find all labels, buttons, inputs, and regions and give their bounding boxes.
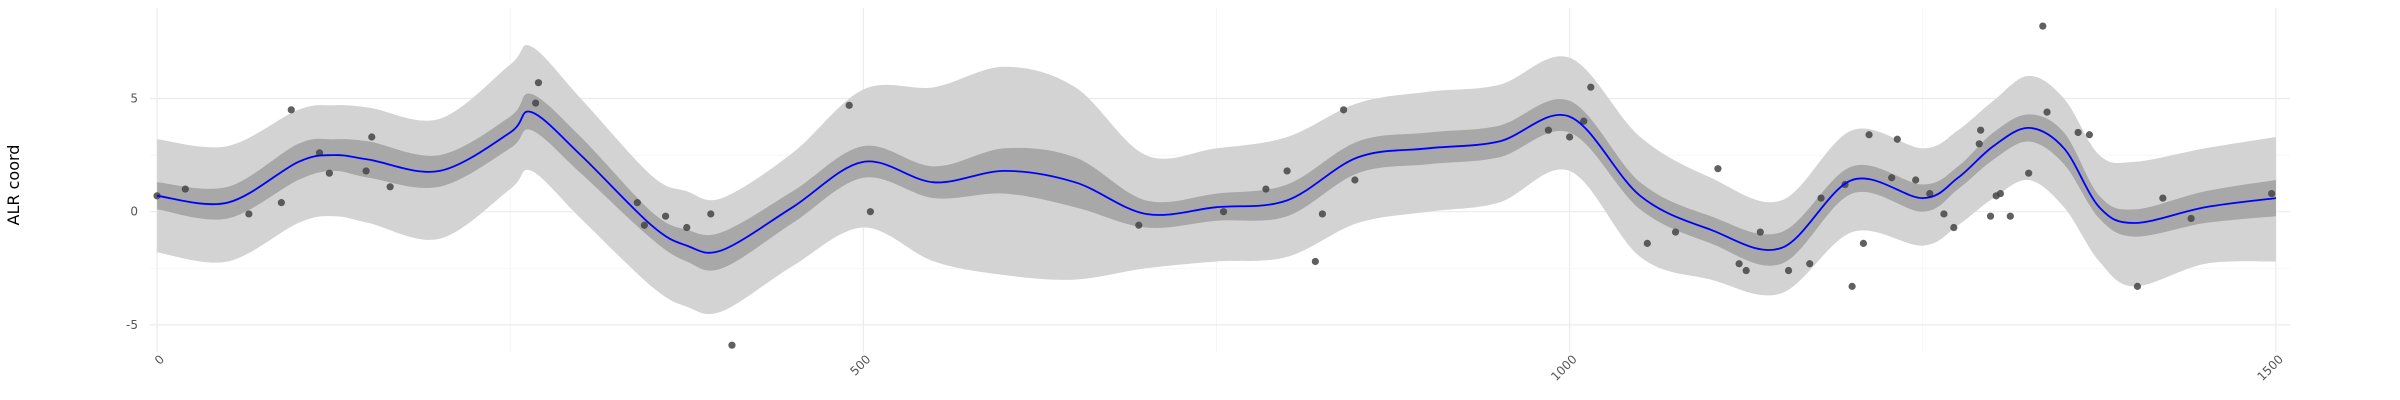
data-point	[1544, 126, 1553, 134]
data-point	[707, 210, 715, 218]
data-point	[1735, 260, 1743, 268]
data-point	[2268, 189, 2276, 198]
data-point	[362, 167, 370, 175]
data-point	[1742, 266, 1750, 275]
data-point	[2085, 131, 2094, 139]
data-point	[1806, 260, 1814, 268]
data-point	[325, 169, 333, 177]
data-point	[1262, 185, 1270, 193]
data-point	[1566, 133, 1574, 141]
inner-band-area	[157, 93, 2276, 271]
fitted-line-path	[156, 110, 2277, 254]
data-point	[2025, 169, 2033, 177]
data-point	[1756, 228, 1764, 236]
data-point	[1950, 223, 1958, 232]
data-point	[1671, 228, 1680, 236]
data-point	[728, 341, 736, 349]
data-point	[1351, 176, 1359, 184]
data-point	[277, 199, 285, 207]
data-point	[1975, 140, 1983, 148]
data-point	[866, 208, 874, 216]
data-point	[1912, 176, 1920, 184]
data-point	[1817, 194, 1825, 202]
data-point	[1580, 117, 1588, 125]
data-point	[153, 192, 161, 200]
data-point	[1926, 189, 1934, 198]
data-point	[1977, 126, 1985, 134]
data-point	[534, 79, 543, 87]
y-tick-label: 5	[130, 92, 138, 106]
data-point	[2043, 108, 2051, 116]
data-point	[2074, 128, 2082, 137]
y-tick-label: -5	[126, 318, 138, 332]
data-point	[1318, 210, 1327, 218]
data-point	[1986, 212, 1995, 220]
data-point	[368, 133, 376, 141]
y-axis-ticks: -5 0 5	[126, 92, 138, 332]
data-point	[640, 221, 648, 229]
data-point	[2133, 282, 2142, 290]
data-point	[1859, 239, 1868, 247]
data-point	[181, 185, 189, 193]
data-point	[1848, 282, 1856, 290]
data-points	[153, 22, 2276, 349]
y-axis-label: ALR coord	[4, 145, 23, 226]
data-point	[1219, 208, 1228, 216]
data-point	[2187, 214, 2195, 223]
data-point	[2006, 212, 2014, 220]
data-point	[1135, 221, 1143, 229]
data-point	[1996, 189, 2005, 198]
data-point	[1311, 257, 1319, 266]
y-tick-label: 0	[130, 205, 138, 219]
data-point	[633, 199, 641, 207]
data-point	[386, 183, 394, 191]
data-point	[1283, 167, 1291, 175]
data-point	[661, 212, 670, 220]
data-point	[245, 210, 253, 218]
fitted-line	[156, 110, 2277, 254]
data-point	[1784, 266, 1793, 275]
data-point	[1587, 83, 1595, 91]
data-point	[1893, 135, 1901, 143]
data-point	[2039, 22, 2047, 30]
data-point	[2159, 194, 2167, 202]
data-point	[1865, 131, 1873, 139]
inner-confidence-band	[157, 93, 2276, 271]
data-point	[532, 99, 540, 107]
data-point	[845, 101, 853, 109]
data-point	[683, 223, 691, 232]
data-point	[287, 106, 295, 114]
data-point	[1643, 239, 1651, 247]
data-point	[1339, 106, 1348, 114]
data-point	[1714, 165, 1722, 173]
data-point	[1940, 210, 1948, 218]
data-point	[1888, 174, 1896, 182]
